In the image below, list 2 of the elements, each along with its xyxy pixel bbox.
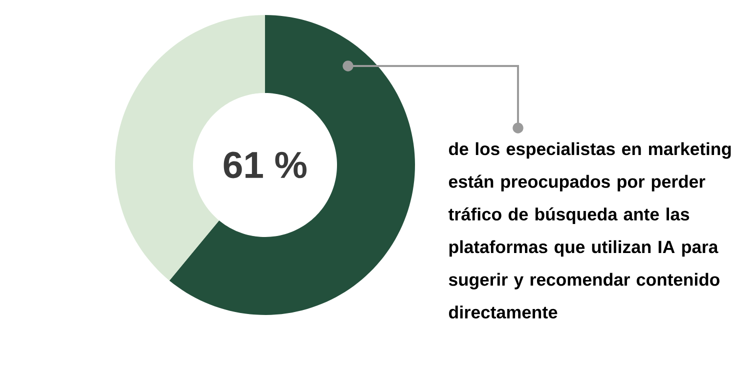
text: de los especialistas en marketing están preocupados por perder tráfico de búsqueda ante las plataformas que utilizan IA para sugerir y recomendar contenido directamente — [448, 142, 731, 319]
data-label: 61 % — [224, 152, 307, 178]
